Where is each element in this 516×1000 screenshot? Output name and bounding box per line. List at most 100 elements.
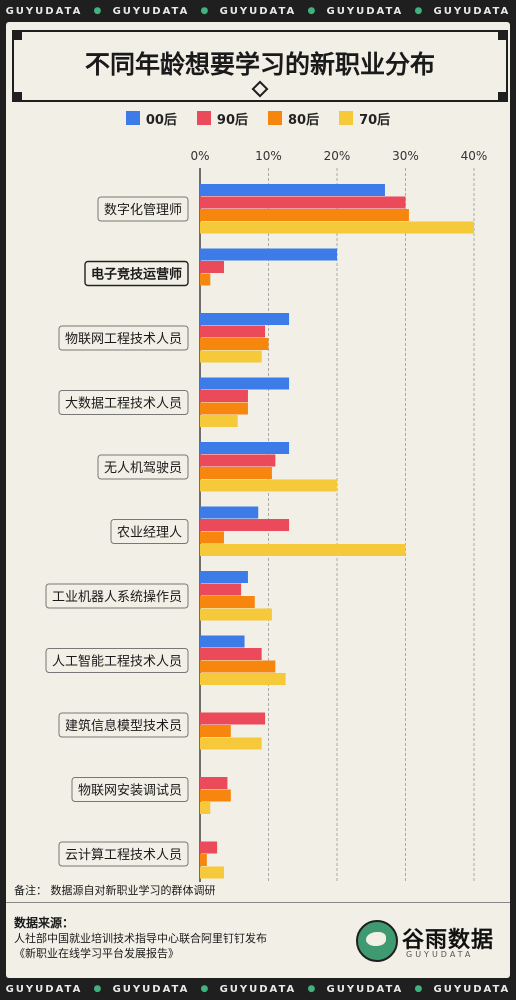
- bar: [200, 712, 266, 725]
- bottom-brand-strip: GUYUDATA ● GUYUDATA ● GUYUDATA ● GUYUDATA ● …: [0, 978, 516, 1000]
- category-label-box: [58, 325, 189, 351]
- legend-swatch: [125, 111, 140, 125]
- legend-label: 70后: [359, 112, 391, 128]
- top-brand-strip: GUYUDATA ● GUYUDATA ● GUYUDATA ● GUYUDATA ● …: [0, 0, 516, 22]
- legend-label: 00后: [145, 112, 177, 128]
- bar: [200, 313, 290, 325]
- bar: [200, 390, 248, 402]
- bar: [200, 506, 259, 519]
- poster-frame: 不同年龄想要学习的新职业分布 00后 90后 80后 70后 0% 10% 20% 3…: [6, 22, 510, 978]
- category-label: 数字化管理师: [104, 203, 182, 218]
- legend-item: 00后: [125, 108, 177, 128]
- bar: [200, 660, 276, 673]
- strip-text: GUYUDATA: [5, 5, 83, 17]
- bar: [200, 673, 286, 685]
- bar-chart: 0% 10% 20% 30% 40% 数字化管理师电子竞技运营师物联网工程技术人员大数据工…: [45, 149, 488, 882]
- bar: [200, 841, 218, 854]
- category-label-box: [58, 390, 189, 415]
- legend-swatch: [268, 111, 282, 125]
- divider: [6, 902, 510, 903]
- bar: [200, 635, 245, 648]
- category-label: 人工智能工程技术人员: [52, 655, 182, 670]
- logo-text: 谷雨数据: [402, 928, 495, 953]
- category-label: 工业机器人系统操作员: [52, 589, 182, 605]
- bar: [200, 184, 385, 196]
- dot-icon: ●: [200, 984, 209, 994]
- legend-item: 70后: [339, 108, 390, 128]
- bar: [200, 248, 337, 261]
- category-label: 建筑信息模型技术员: [65, 718, 182, 734]
- dot-icon: ●: [200, 6, 209, 16]
- bar: [200, 454, 276, 467]
- bar: [200, 196, 406, 209]
- bar: [200, 325, 266, 338]
- bar: [200, 596, 255, 608]
- strip-text: GUYUDATA: [112, 983, 190, 995]
- legend-swatch: [339, 111, 354, 125]
- legend-label: 90后: [216, 112, 248, 128]
- footnote: 备注： 数据源自对新职业学习的群体调研: [14, 884, 216, 897]
- brand-logo: 谷雨数据 GUYUDATA: [356, 920, 506, 970]
- bar: [200, 866, 224, 879]
- category-label-box: [71, 777, 189, 802]
- bar: [200, 608, 272, 621]
- strip-text: GUYUDATA: [5, 983, 83, 995]
- legend-item: 80后: [268, 108, 319, 128]
- source-line: 《新职业在线学习平台发展报告》: [14, 947, 179, 960]
- bar: [200, 571, 248, 583]
- bar: [200, 519, 290, 531]
- category-label: 大数据工程技术人员: [65, 397, 182, 412]
- x-tick-label: 30%: [392, 149, 419, 163]
- bar: [200, 377, 290, 390]
- bar: [200, 442, 290, 454]
- category-label-box: [58, 712, 189, 738]
- bar: [200, 467, 272, 479]
- logo-subtext: GUYUDATA: [406, 950, 474, 959]
- strip-text: GUYUDATA: [433, 5, 511, 17]
- chart-title: 不同年龄想要学习的新职业分布: [84, 50, 435, 79]
- dot-icon: ●: [307, 984, 316, 994]
- category-label-box: [45, 648, 189, 673]
- strip-text: GUYUDATA: [219, 5, 297, 17]
- bird-logo-icon: [356, 920, 398, 962]
- bar: [200, 854, 207, 866]
- category-label-box: [110, 519, 189, 544]
- category-label-box: [84, 260, 189, 287]
- data-source: 数据来源： 人社部中国就业培训技术指导中心联合阿里钉钉发布 《新职业在线学习平台…: [14, 916, 267, 961]
- strip-text: GUYUDATA: [433, 983, 511, 995]
- dot-icon: ●: [93, 984, 102, 994]
- category-label: 物联网工程技术人员: [65, 332, 182, 347]
- bar: [200, 273, 211, 286]
- dot-icon: ●: [414, 6, 423, 16]
- bar: [200, 583, 242, 596]
- bar: [200, 209, 409, 221]
- strip-text: GUYUDATA: [219, 983, 297, 995]
- category-label-box: [45, 583, 189, 609]
- source-line: 人社部中国就业培训技术指导中心联合阿里钉钉发布: [14, 932, 267, 945]
- dot-icon: ●: [93, 6, 102, 16]
- x-tick-label: 40%: [461, 149, 488, 163]
- legend-swatch: [196, 111, 211, 125]
- category-label-box: [58, 841, 189, 867]
- bar: [200, 338, 269, 350]
- legend-item: 90后: [196, 108, 248, 128]
- bar: [200, 531, 224, 544]
- x-tick-label: 20%: [324, 149, 351, 163]
- category-label-box: [97, 196, 189, 222]
- legend-label: 80后: [288, 112, 320, 128]
- corner-mark: [498, 30, 508, 40]
- corner-mark: [498, 92, 508, 102]
- bar: [200, 402, 248, 415]
- bar: [200, 350, 262, 363]
- bar: [200, 777, 228, 789]
- bar: [200, 725, 231, 737]
- dot-icon: ●: [307, 6, 316, 16]
- category-label: 电子竞技运营师: [91, 267, 182, 283]
- strip-text: GUYUDATA: [326, 5, 404, 17]
- category-label: 无人机驾驶员: [104, 461, 182, 476]
- strip-text: GUYUDATA: [326, 983, 404, 995]
- bar: [200, 261, 224, 273]
- strip-text: GUYUDATA: [112, 5, 190, 17]
- dot-icon: ●: [414, 984, 423, 994]
- corner-mark: [12, 30, 22, 40]
